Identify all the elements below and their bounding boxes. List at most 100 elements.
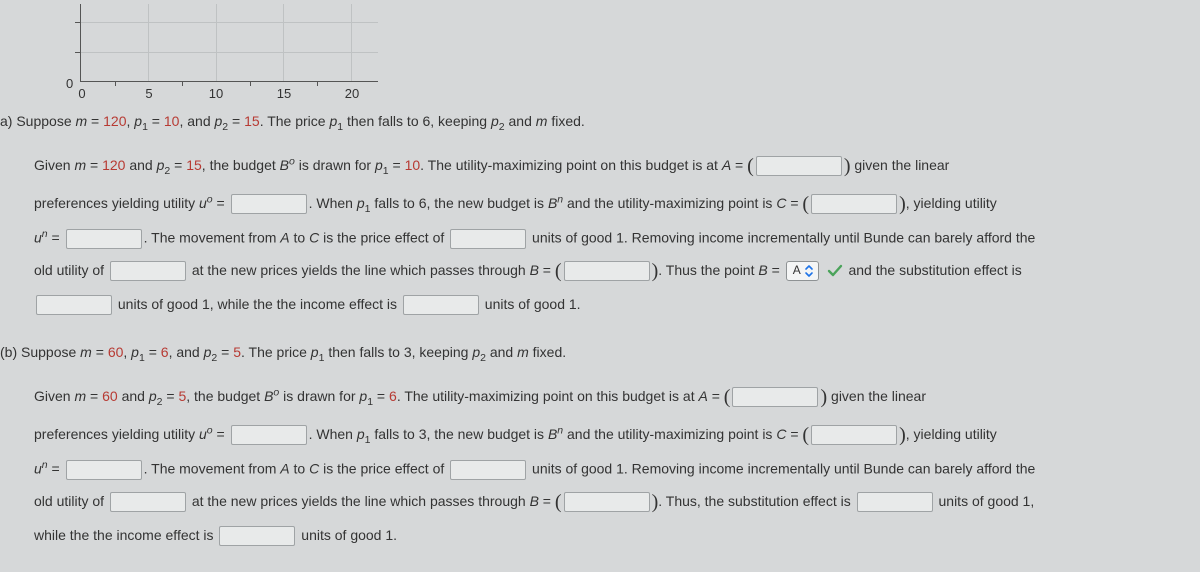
var-uo: u bbox=[199, 426, 207, 442]
blank-input-income-effect-b[interactable] bbox=[219, 526, 295, 546]
val-p2: 15 bbox=[186, 157, 202, 173]
text: units of good 1, bbox=[935, 493, 1035, 509]
text: , the budget bbox=[202, 157, 280, 173]
rparen-icon: ) bbox=[899, 424, 906, 446]
text: = bbox=[539, 262, 555, 278]
var-p1: p bbox=[357, 426, 365, 442]
text: = bbox=[92, 344, 108, 360]
text: old utility of bbox=[34, 262, 108, 278]
text: . The utility-maximizing point on this b… bbox=[420, 157, 722, 173]
var-A: A bbox=[280, 460, 289, 476]
text: at the new prices yields the line which … bbox=[188, 262, 530, 278]
text: = bbox=[145, 344, 161, 360]
x-tick-15: 15 bbox=[274, 84, 294, 105]
text: units of good 1. Removing income increme… bbox=[528, 460, 1035, 476]
var-Bo: B bbox=[280, 157, 289, 173]
text: to bbox=[290, 460, 309, 476]
var-m: m bbox=[74, 388, 86, 404]
text: units of good 1, while the the income ef… bbox=[114, 296, 401, 312]
var-un: u bbox=[34, 229, 42, 245]
text: . The utility-maximizing point on this b… bbox=[397, 388, 699, 404]
text: = bbox=[86, 157, 102, 173]
blank-input-old-util[interactable] bbox=[110, 261, 186, 281]
text: and the utility-maximizing point is bbox=[563, 426, 776, 442]
x-tick-0: 0 bbox=[72, 84, 92, 105]
blank-input-A-b[interactable] bbox=[732, 387, 818, 407]
var-mb: m bbox=[536, 113, 548, 129]
text: = bbox=[228, 113, 244, 129]
var-Bn: B bbox=[548, 426, 557, 442]
text: Given bbox=[34, 388, 74, 404]
val-m: 120 bbox=[103, 113, 126, 129]
text: = bbox=[373, 388, 389, 404]
var-un: u bbox=[34, 460, 42, 476]
blank-input-A[interactable] bbox=[756, 156, 842, 176]
var-C: C bbox=[776, 195, 786, 211]
text: units of good 1. bbox=[481, 296, 581, 312]
question-b: (b) Suppose m = 60, p1 = 6, and p2 = 5. … bbox=[0, 341, 1194, 367]
text: is the price effect of bbox=[319, 229, 448, 245]
var-p1: p bbox=[375, 157, 383, 173]
var-Bn: B bbox=[548, 195, 557, 211]
var-m: m bbox=[76, 113, 88, 129]
text: to bbox=[290, 229, 309, 245]
text: and the substitution effect is bbox=[848, 262, 1021, 278]
blank-input-sub-effect[interactable] bbox=[36, 295, 112, 315]
var-p2b: p bbox=[491, 113, 499, 129]
blank-input-price-effect-b[interactable] bbox=[450, 460, 526, 480]
text: = bbox=[389, 157, 405, 173]
blank-input-uo[interactable] bbox=[231, 194, 307, 214]
blank-input-income-effect[interactable] bbox=[403, 295, 479, 315]
dropdown-point-B[interactable]: A bbox=[786, 261, 819, 281]
text: . The price bbox=[260, 113, 330, 129]
blank-input-un[interactable] bbox=[66, 229, 142, 249]
chevron-up-down-icon bbox=[804, 264, 814, 278]
text: = bbox=[86, 388, 102, 404]
text: preferences yielding utility bbox=[34, 195, 199, 211]
blank-input-price-effect[interactable] bbox=[450, 229, 526, 249]
lparen-icon: ( bbox=[802, 424, 809, 446]
dropdown-value: A bbox=[793, 261, 801, 280]
lparen-icon: ( bbox=[555, 491, 562, 513]
text: given the linear bbox=[827, 388, 926, 404]
blank-input-uo-b[interactable] bbox=[231, 425, 307, 445]
lparen-icon: ( bbox=[747, 155, 754, 177]
text: is the price effect of bbox=[319, 460, 448, 476]
text: fixed. bbox=[529, 344, 566, 360]
text: then falls to 6, keeping bbox=[343, 113, 491, 129]
part-b-body: Given m = 60 and p2 = 5, the budget Bo i… bbox=[0, 381, 1194, 546]
lparen-icon: ( bbox=[802, 193, 809, 215]
x-tick-5: 5 bbox=[139, 84, 159, 105]
blank-input-B[interactable] bbox=[564, 261, 650, 281]
blank-input-C-b[interactable] bbox=[811, 425, 897, 445]
part-a-label: a) Suppose bbox=[0, 113, 76, 129]
text: = bbox=[768, 262, 784, 278]
val-p1: 6 bbox=[161, 344, 169, 360]
x-tick-20: 20 bbox=[342, 84, 362, 105]
var-A: A bbox=[698, 388, 707, 404]
text: units of good 1. bbox=[297, 527, 397, 543]
text: is drawn for bbox=[279, 388, 359, 404]
blank-input-un-b[interactable] bbox=[66, 460, 142, 480]
blank-input-C[interactable] bbox=[811, 194, 897, 214]
text: = bbox=[213, 195, 229, 211]
var-B: B bbox=[530, 493, 539, 509]
blank-input-old-util-b[interactable] bbox=[110, 492, 186, 512]
text: = bbox=[213, 426, 229, 442]
text: = bbox=[708, 388, 724, 404]
var-C: C bbox=[309, 229, 319, 245]
lparen-icon: ( bbox=[555, 260, 562, 282]
text: and bbox=[505, 113, 536, 129]
text: Given bbox=[34, 157, 74, 173]
text: = bbox=[217, 344, 233, 360]
val-p1-6: 6 bbox=[389, 388, 397, 404]
blank-input-sub-effect-b[interactable] bbox=[857, 492, 933, 512]
var-p1: p bbox=[131, 344, 139, 360]
var-C: C bbox=[776, 426, 786, 442]
text: , yielding utility bbox=[906, 195, 997, 211]
text: . The movement from bbox=[144, 229, 281, 245]
var-p2b: p bbox=[472, 344, 480, 360]
blank-input-B-b[interactable] bbox=[564, 492, 650, 512]
part-a-body: Given m = 120 and p2 = 15, the budget Bo… bbox=[0, 150, 1194, 315]
lparen-icon: ( bbox=[724, 386, 731, 408]
